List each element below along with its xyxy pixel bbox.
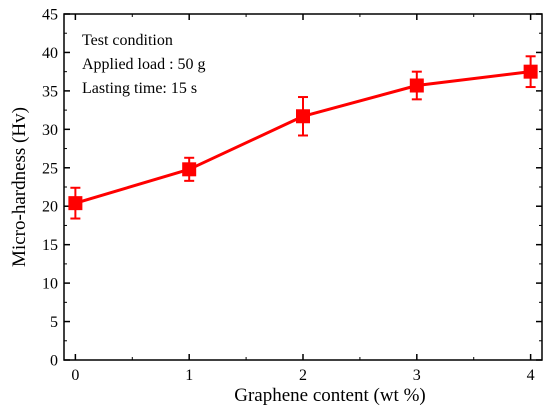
y-tick-label: 5 — [50, 314, 58, 331]
y-axis-label: Micro-hardness (Hv) — [9, 107, 30, 267]
data-point-marker — [523, 64, 538, 79]
annotation-line-3: Lasting time: 15 s — [82, 80, 197, 97]
y-tick-label: 30 — [42, 122, 58, 139]
annotation-line-1: Test condition — [82, 32, 173, 49]
data-point-marker — [182, 162, 197, 177]
y-tick-label: 15 — [42, 237, 58, 254]
y-tick-label: 45 — [42, 7, 58, 24]
ticks-layer: 0 5 10 15 20 25 30 35 40 45 0 1 2 3 4 — [42, 7, 542, 384]
x-tick-label: 4 — [527, 367, 535, 384]
y-tick-label: 10 — [42, 276, 58, 293]
y-tick-label: 40 — [42, 45, 58, 62]
plot-frame — [63, 13, 543, 361]
data-point-marker — [409, 78, 424, 93]
y-tick-label: 0 — [50, 353, 58, 370]
x-tick-label: 1 — [185, 367, 193, 384]
y-tick-label: 20 — [42, 199, 58, 216]
data-point-marker — [296, 109, 310, 124]
data-point-marker — [68, 196, 83, 211]
x-tick-label: 2 — [299, 367, 307, 384]
annotation-line-2: Applied load : 50 g — [82, 56, 206, 73]
y-tick-label: 35 — [42, 83, 58, 100]
series-layer — [68, 55, 538, 220]
annotation-box: Test condition Applied load : 50 g Lasti… — [82, 32, 206, 97]
y-tick-label: 25 — [42, 160, 58, 177]
x-tick-label: 0 — [71, 367, 79, 384]
x-axis-label: Graphene content (wt %) — [234, 385, 426, 406]
x-tick-label: 3 — [413, 367, 421, 384]
